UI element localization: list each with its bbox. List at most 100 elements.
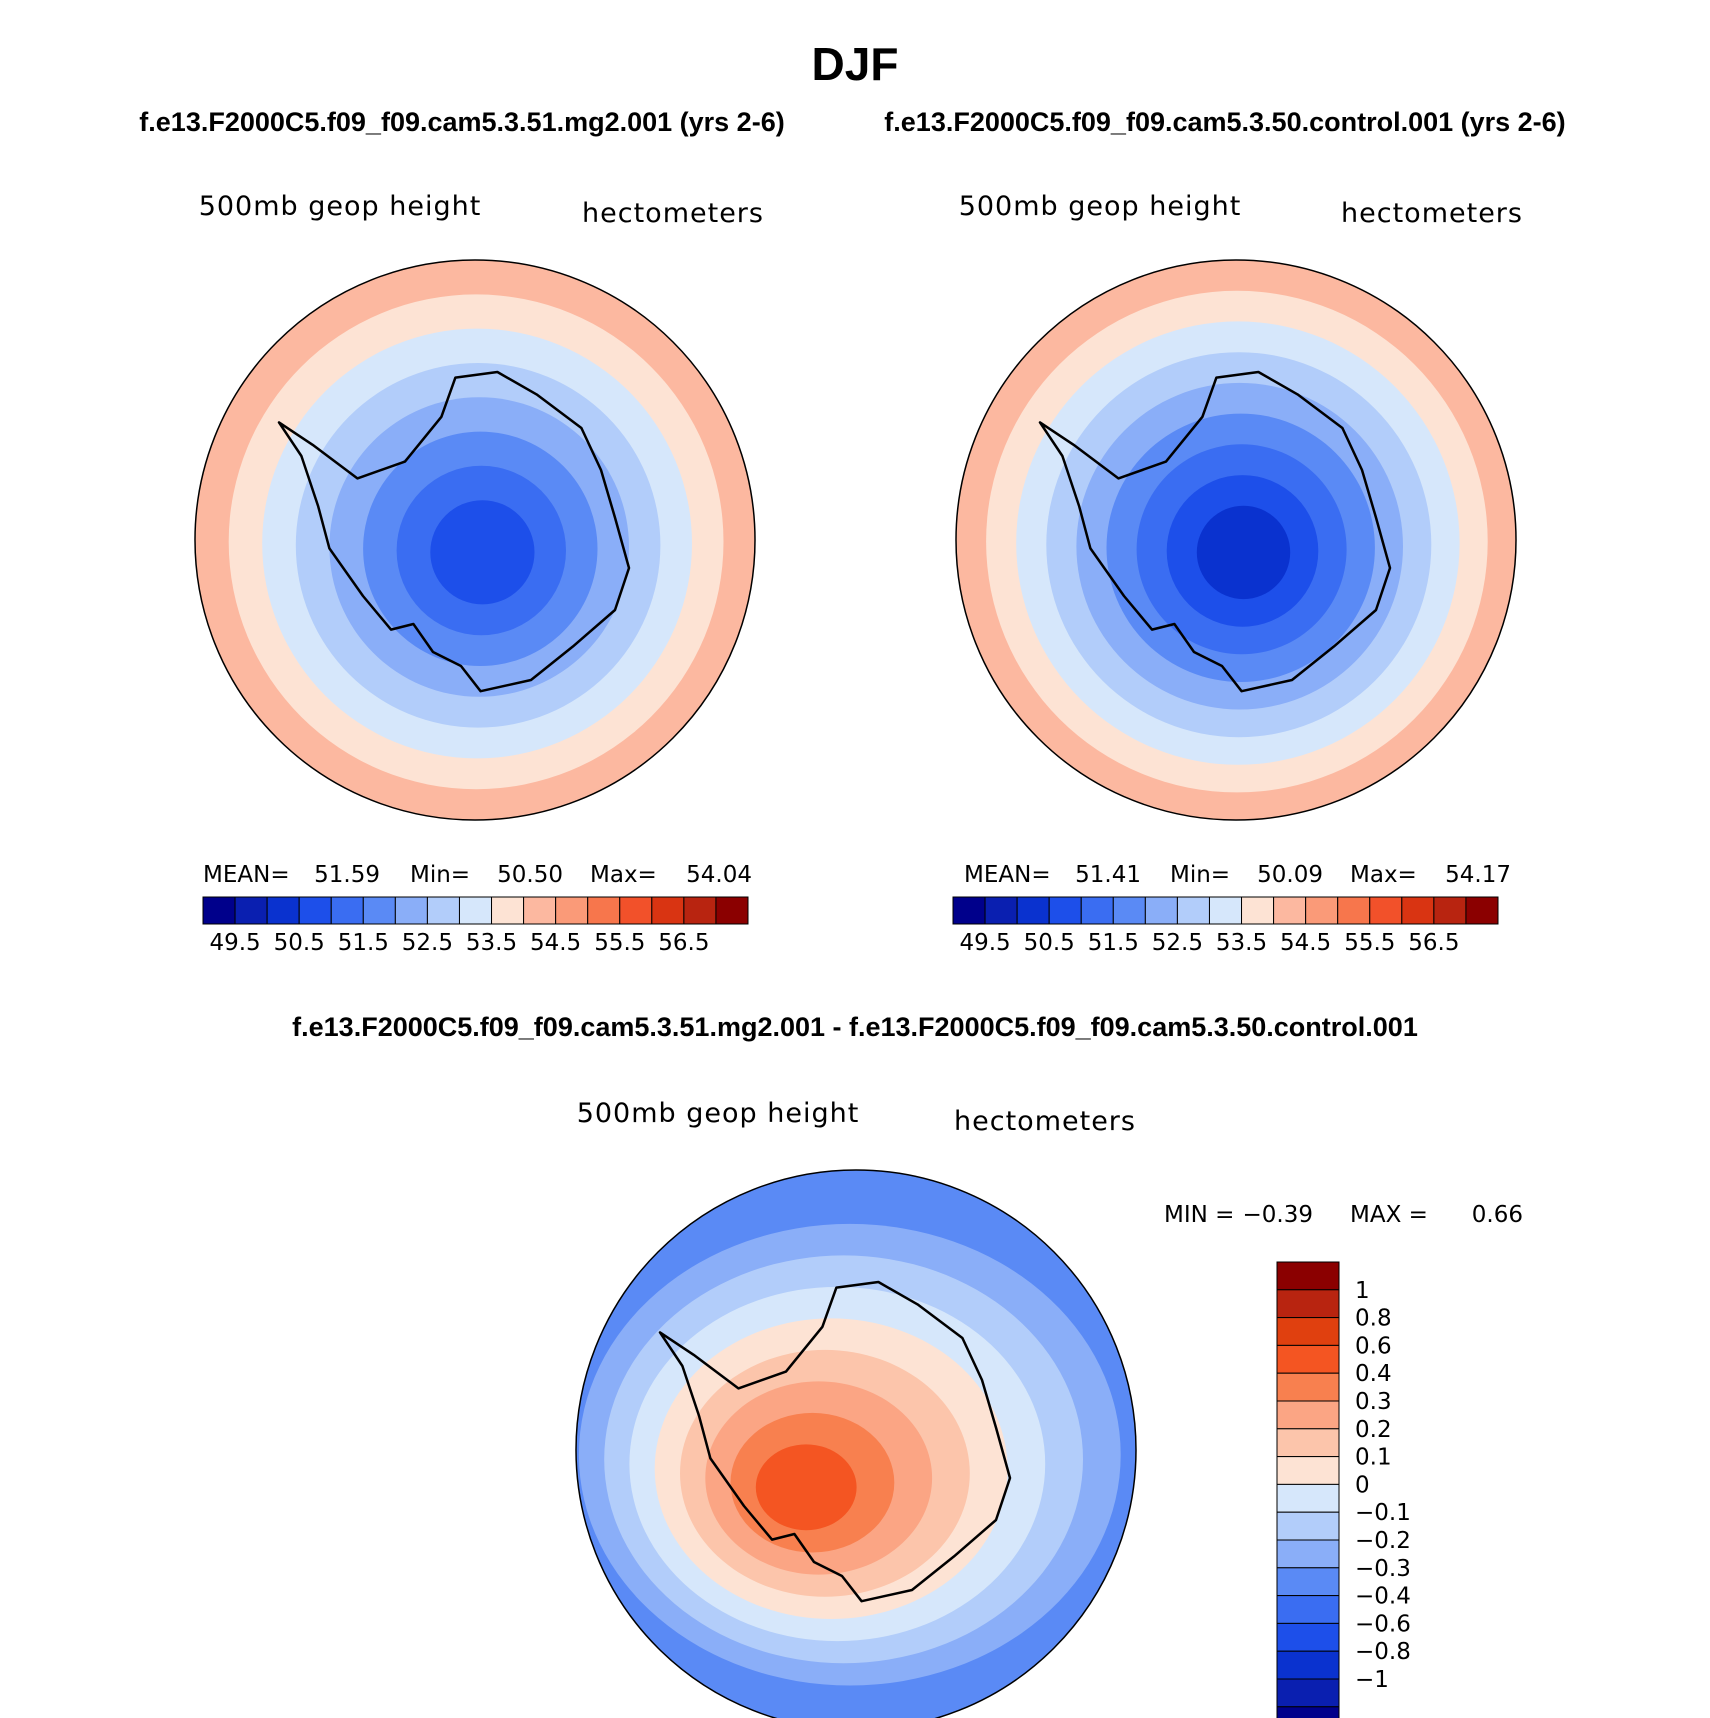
map-right [955, 259, 1517, 821]
colorbar-right-swatch [1176, 896, 1210, 925]
colorbar-diff-tick: −0.4 [1355, 1584, 1411, 1610]
colorbar-diff-tick: −1 [1355, 1667, 1389, 1693]
map-border-left [194, 259, 756, 821]
colorbar-left-swatch [266, 896, 300, 925]
colorbar-left-swatch [523, 896, 557, 925]
colorbar-diff-tick: −0.8 [1355, 1639, 1411, 1665]
contour-right-50 [1196, 505, 1291, 600]
contour-diff-0p6 [755, 1444, 857, 1531]
panel-right-variable: 500mb geop height [959, 191, 1242, 222]
colorbar-right-tick: 49.5 [959, 930, 1010, 956]
panel-left-mean-label: MEAN= [203, 862, 290, 888]
colorbar-diff-tick: 1 [1355, 1278, 1370, 1304]
panel-left-max: 54.04 [686, 862, 752, 888]
diff-max-label: MAX = [1350, 1202, 1428, 1228]
colorbar-diff-tick: 0.2 [1355, 1417, 1392, 1443]
colorbar-right-swatch [1337, 896, 1371, 925]
panel-left-mean: 51.59 [314, 862, 380, 888]
colorbar-right-swatch [1401, 896, 1435, 925]
diff-max: 0.66 [1472, 1202, 1523, 1228]
map-border-right [955, 259, 1517, 821]
panel-right-max: 54.17 [1445, 862, 1511, 888]
panel-right-mean-label: MEAN= [964, 862, 1051, 888]
panel-right-mean: 51.41 [1075, 862, 1141, 888]
colorbar-diff-swatch [1276, 1511, 1340, 1541]
colorbar-left-swatch [394, 896, 428, 925]
colorbar-diff-swatch [1276, 1567, 1340, 1597]
colorbar-left-swatch [362, 896, 396, 925]
diff-min: −0.39 [1243, 1202, 1313, 1228]
colorbar-right-swatch [1465, 896, 1499, 925]
panel-diff-units: hectometers [954, 1106, 1136, 1137]
colorbar-right-swatch [984, 896, 1018, 925]
colorbar-diff-tick: 0.1 [1355, 1445, 1392, 1471]
colorbar-diff-swatch [1276, 1372, 1340, 1402]
panel-left: 500mb geop height hectometers MEAN= 51.5… [194, 191, 763, 956]
colorbar-left-swatch [587, 896, 621, 925]
colorbar-left-swatch [426, 896, 460, 925]
colorbar-diff-swatch [1276, 1456, 1340, 1485]
panel-left-min-label: Min= [410, 862, 470, 888]
colorbar-diff-tick: −0.3 [1355, 1556, 1411, 1582]
colorbar-left-swatch [619, 896, 653, 925]
map-left [194, 259, 756, 821]
coastline-left [277, 370, 631, 693]
colorbar-right-tick: 53.5 [1216, 930, 1267, 956]
colorbar-right-swatch [1305, 896, 1339, 925]
colorbar-left: 49.5 50.5 51.5 52.5 53.5 54.5 55.5 56.5 [202, 896, 749, 956]
colorbar-diff-swatch [1276, 1595, 1340, 1624]
colorbar-right-swatch [1433, 896, 1467, 925]
panel-right-min: 50.09 [1257, 862, 1323, 888]
colorbar-diff-swatch [1276, 1400, 1340, 1430]
colorbar-diff-tick: 0 [1355, 1472, 1370, 1498]
map-border-diff [575, 1169, 1137, 1718]
colorbar-left-tick: 50.5 [274, 930, 325, 956]
panel-right-min-label: Min= [1170, 862, 1230, 888]
panel-diff-variable: 500mb geop height [577, 1098, 860, 1129]
panel-right-units: hectometers [1341, 198, 1523, 229]
panel-right: 500mb geop height hectometers MEAN= 51.4… [952, 191, 1523, 956]
colorbar-diff-tick: 0.4 [1355, 1361, 1392, 1387]
colorbar-diff-swatch [1276, 1289, 1340, 1319]
colorbar-right-tick: 55.5 [1344, 930, 1395, 956]
colorbar-diff-swatch [1276, 1650, 1340, 1680]
colorbar-left-swatch [555, 896, 589, 925]
colorbar-right-swatch [1369, 896, 1403, 925]
colorbar-right: 49.5 50.5 51.5 52.5 53.5 54.5 55.5 56.5 [952, 896, 1499, 956]
colorbar-right-swatch [1144, 896, 1178, 925]
panel-left-max-label: Max= [590, 862, 657, 888]
colorbar-diff-swatch [1276, 1428, 1340, 1458]
colorbar-diff-tick: −0.1 [1355, 1500, 1411, 1526]
colorbar-left-tick: 49.5 [209, 930, 260, 956]
diff-title: f.e13.F2000C5.f09_f09.cam5.3.51.mg2.001 … [292, 1012, 1418, 1042]
colorbar-diff-tick: −0.2 [1355, 1528, 1411, 1554]
panel-diff: 500mb geop height hectometers MIN = −0.3… [575, 1098, 1523, 1718]
contour-left-50p5 [430, 500, 535, 605]
colorbar-left-tick: 53.5 [466, 930, 517, 956]
colorbar-right-tick: 52.5 [1152, 930, 1203, 956]
colorbar-diff: 10.80.60.40.30.20.10−0.1−0.2−0.3−0.4−0.6… [1276, 1261, 1411, 1718]
colorbar-diff-swatch [1276, 1539, 1340, 1569]
colorbar-diff-swatch [1276, 1678, 1340, 1708]
colorbar-left-tick: 51.5 [338, 930, 389, 956]
colorbar-left-tick: 52.5 [402, 930, 453, 956]
colorbar-right-swatch [1080, 896, 1114, 925]
panel-title-right: f.e13.F2000C5.f09_f09.cam5.3.50.control.… [884, 107, 1565, 137]
colorbar-diff-tick: 0.6 [1355, 1333, 1392, 1359]
panel-left-min: 50.50 [497, 862, 563, 888]
colorbar-left-tick: 54.5 [530, 930, 581, 956]
colorbar-right-swatch [952, 896, 986, 925]
colorbar-right-swatch [1016, 896, 1050, 925]
colorbar-left-swatch [651, 896, 685, 925]
colorbar-right-swatch [1208, 896, 1243, 925]
colorbar-right-swatch [1241, 896, 1275, 925]
colorbar-left-swatch [715, 896, 749, 925]
colorbar-diff-swatch [1276, 1706, 1340, 1718]
season-title: DJF [812, 38, 899, 90]
colorbar-left-swatch [202, 896, 236, 925]
coastline-diff [658, 1280, 1012, 1603]
colorbar-diff-swatch [1276, 1344, 1340, 1374]
map-diff [575, 1169, 1137, 1718]
colorbar-diff-swatch [1276, 1317, 1340, 1346]
colorbar-right-swatch [1048, 896, 1082, 925]
